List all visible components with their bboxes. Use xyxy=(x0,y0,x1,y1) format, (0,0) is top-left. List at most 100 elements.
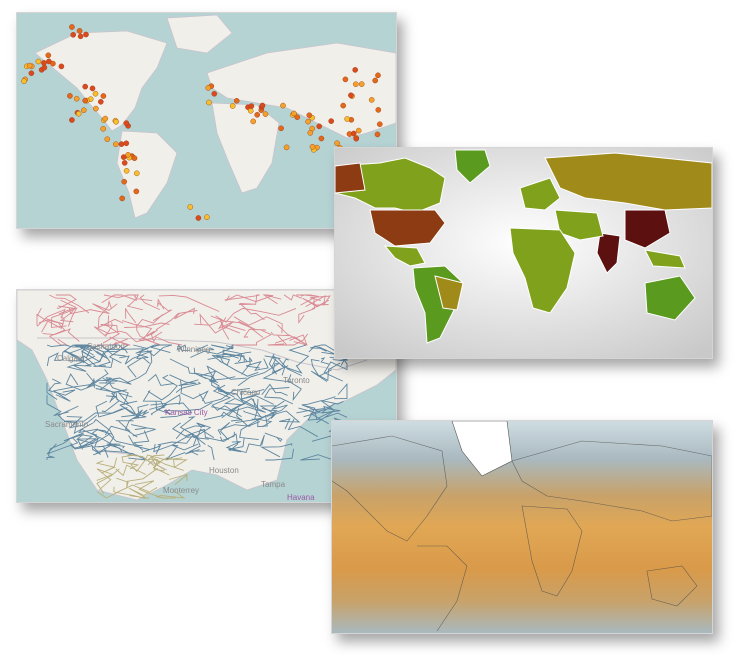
earthquake-marker[interactable] xyxy=(352,67,359,73)
earthquake-marker[interactable] xyxy=(316,123,323,130)
earthquake-marker[interactable] xyxy=(89,85,96,92)
earthquake-marker[interactable] xyxy=(247,108,254,114)
earthquake-marker[interactable] xyxy=(250,118,256,125)
earthquake-marker[interactable] xyxy=(58,63,65,70)
earthquake-marker[interactable] xyxy=(119,195,125,202)
earthquake-marker[interactable] xyxy=(125,151,131,158)
earthquake-marker[interactable] xyxy=(121,160,128,166)
earthquake-marker[interactable] xyxy=(45,52,52,59)
earthquake-marker[interactable] xyxy=(93,105,99,112)
earthquake-marker[interactable] xyxy=(368,97,375,103)
earthquake-marker[interactable] xyxy=(334,140,340,146)
earthquake-marker[interactable] xyxy=(76,28,83,34)
earthquake-marker[interactable] xyxy=(98,99,104,105)
earthquake-marker[interactable] xyxy=(102,115,109,122)
earthquake-marker[interactable] xyxy=(340,102,347,109)
earthquake-marker[interactable] xyxy=(204,214,210,220)
earthquake-marker[interactable] xyxy=(120,154,127,160)
rail-line xyxy=(108,344,129,364)
earthquake-marker[interactable] xyxy=(280,102,286,109)
choropleth-map-card[interactable] xyxy=(334,147,713,359)
earthquake-marker[interactable] xyxy=(294,114,301,120)
earthquake-marker[interactable] xyxy=(92,90,99,97)
earthquake-marker[interactable] xyxy=(82,97,88,104)
earthquake-marker[interactable] xyxy=(307,130,314,136)
earthquake-marker[interactable] xyxy=(41,64,48,71)
earthquake-marker[interactable] xyxy=(306,112,313,118)
earthquake-marker[interactable] xyxy=(283,144,290,151)
earthquake-marker[interactable] xyxy=(376,121,383,127)
earthquake-marker[interactable] xyxy=(28,70,35,77)
earthquake-marker[interactable] xyxy=(254,112,260,118)
earthquake-marker[interactable] xyxy=(375,107,382,113)
earthquake-marker[interactable] xyxy=(372,77,379,84)
rail-line xyxy=(288,344,310,367)
earthquake-marker[interactable] xyxy=(291,110,297,117)
rail-line xyxy=(78,428,100,438)
canada xyxy=(335,157,446,214)
earthquake-marker[interactable] xyxy=(206,99,212,106)
rail-line xyxy=(213,351,252,362)
earthquake-map-card[interactable] xyxy=(16,12,397,229)
choropleth-map[interactable] xyxy=(335,148,712,358)
earthquake-marker[interactable] xyxy=(358,81,365,87)
earthquake-marker[interactable] xyxy=(123,167,130,174)
earthquake-marker[interactable] xyxy=(100,93,107,99)
earthquake-marker[interactable] xyxy=(77,33,84,40)
earthquake-marker[interactable] xyxy=(35,58,42,65)
earthquake-marker[interactable] xyxy=(26,62,33,69)
earthquake-marker[interactable] xyxy=(69,24,75,30)
earthquake-marker[interactable] xyxy=(100,126,106,132)
earthquake-marker[interactable] xyxy=(374,131,381,138)
earthquake-marker[interactable] xyxy=(328,118,335,124)
earthquake-marker[interactable] xyxy=(211,91,218,97)
earthquake-marker[interactable] xyxy=(104,136,111,142)
earthquake-marker[interactable] xyxy=(187,204,194,210)
earthquake-marker[interactable] xyxy=(248,103,255,109)
earthquake-marker[interactable] xyxy=(375,72,381,79)
earthquake-marker[interactable] xyxy=(229,103,236,109)
earthquake-marker[interactable] xyxy=(73,95,80,102)
earthquake-marker[interactable] xyxy=(21,78,27,84)
earthquake-marker[interactable] xyxy=(121,178,127,185)
earthquake-marker[interactable] xyxy=(82,83,88,90)
earthquake-marker[interactable] xyxy=(134,170,140,177)
rail-line xyxy=(169,374,199,386)
earthquake-marker[interactable] xyxy=(131,155,138,161)
earthquake-marker[interactable] xyxy=(81,107,87,113)
earthquake-map[interactable] xyxy=(17,13,396,228)
earthquake-marker[interactable] xyxy=(344,116,350,122)
earthquake-marker[interactable] xyxy=(118,141,125,147)
earthquake-marker[interactable] xyxy=(259,102,266,109)
earthquake-marker[interactable] xyxy=(41,60,47,66)
earthquake-marker[interactable] xyxy=(113,141,119,147)
earthquake-marker[interactable] xyxy=(262,111,269,117)
earthquake-marker[interactable] xyxy=(352,81,359,87)
earthquake-marker[interactable] xyxy=(50,60,56,67)
earthquake-marker[interactable] xyxy=(133,188,140,195)
temperature-heatmap-card[interactable] xyxy=(331,420,713,634)
earthquake-marker[interactable] xyxy=(83,31,89,38)
earthquake-marker[interactable] xyxy=(75,110,82,117)
earthquake-marker[interactable] xyxy=(123,120,130,126)
earthquake-marker[interactable] xyxy=(318,135,325,142)
temperature-heatmap[interactable] xyxy=(332,421,712,633)
earthquake-marker[interactable] xyxy=(342,76,349,83)
rail-line xyxy=(309,403,341,425)
earthquake-marker[interactable] xyxy=(69,117,75,123)
earthquake-marker[interactable] xyxy=(353,135,360,142)
earthquake-marker[interactable] xyxy=(70,31,77,38)
earthquake-marker[interactable] xyxy=(205,85,211,91)
earthquake-marker[interactable] xyxy=(113,119,119,125)
earthquake-marker[interactable] xyxy=(309,143,316,150)
earthquake-marker[interactable] xyxy=(233,98,240,104)
earthquake-marker[interactable] xyxy=(67,93,73,99)
north-america-outline xyxy=(332,435,448,542)
earthquake-marker[interactable] xyxy=(278,125,284,132)
earthquake-marker[interactable] xyxy=(350,130,357,137)
earthquake-marker[interactable] xyxy=(355,127,362,134)
earthquake-marker[interactable] xyxy=(195,215,202,221)
earthquake-marker[interactable] xyxy=(123,140,130,147)
earthquake-marker[interactable] xyxy=(348,92,354,99)
earthquake-marker[interactable] xyxy=(305,118,311,125)
